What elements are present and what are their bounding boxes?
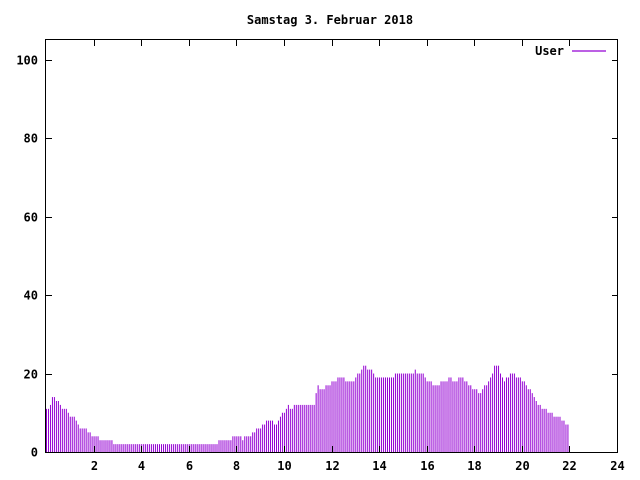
x-tick-label: 16 [420,459,434,473]
y-tick-label: 100 [16,54,38,68]
x-tick-label: 12 [325,459,339,473]
y-tick-label: 40 [24,289,38,303]
chart-title: Samstag 3. Februar 2018 [247,13,413,27]
x-tick-label: 18 [467,459,481,473]
y-tick-label: 80 [24,132,38,146]
y-tick-label: 60 [24,211,38,225]
x-tick-label: 24 [610,459,624,473]
x-tick-label: 20 [515,459,529,473]
x-tick-label: 22 [562,459,576,473]
legend-label: User [535,44,564,58]
y-tick-label: 20 [24,368,38,382]
y-tick-label: 0 [31,446,38,460]
legend: User [535,44,606,58]
x-tick-label: 2 [91,459,98,473]
x-tick-label: 8 [233,459,240,473]
x-tick-label: 4 [138,459,145,473]
plot-frame [45,39,618,453]
x-tick-label: 6 [186,459,193,473]
bars-group [46,365,569,452]
x-tick-label: 10 [277,459,291,473]
x-tick-label: 14 [372,459,386,473]
